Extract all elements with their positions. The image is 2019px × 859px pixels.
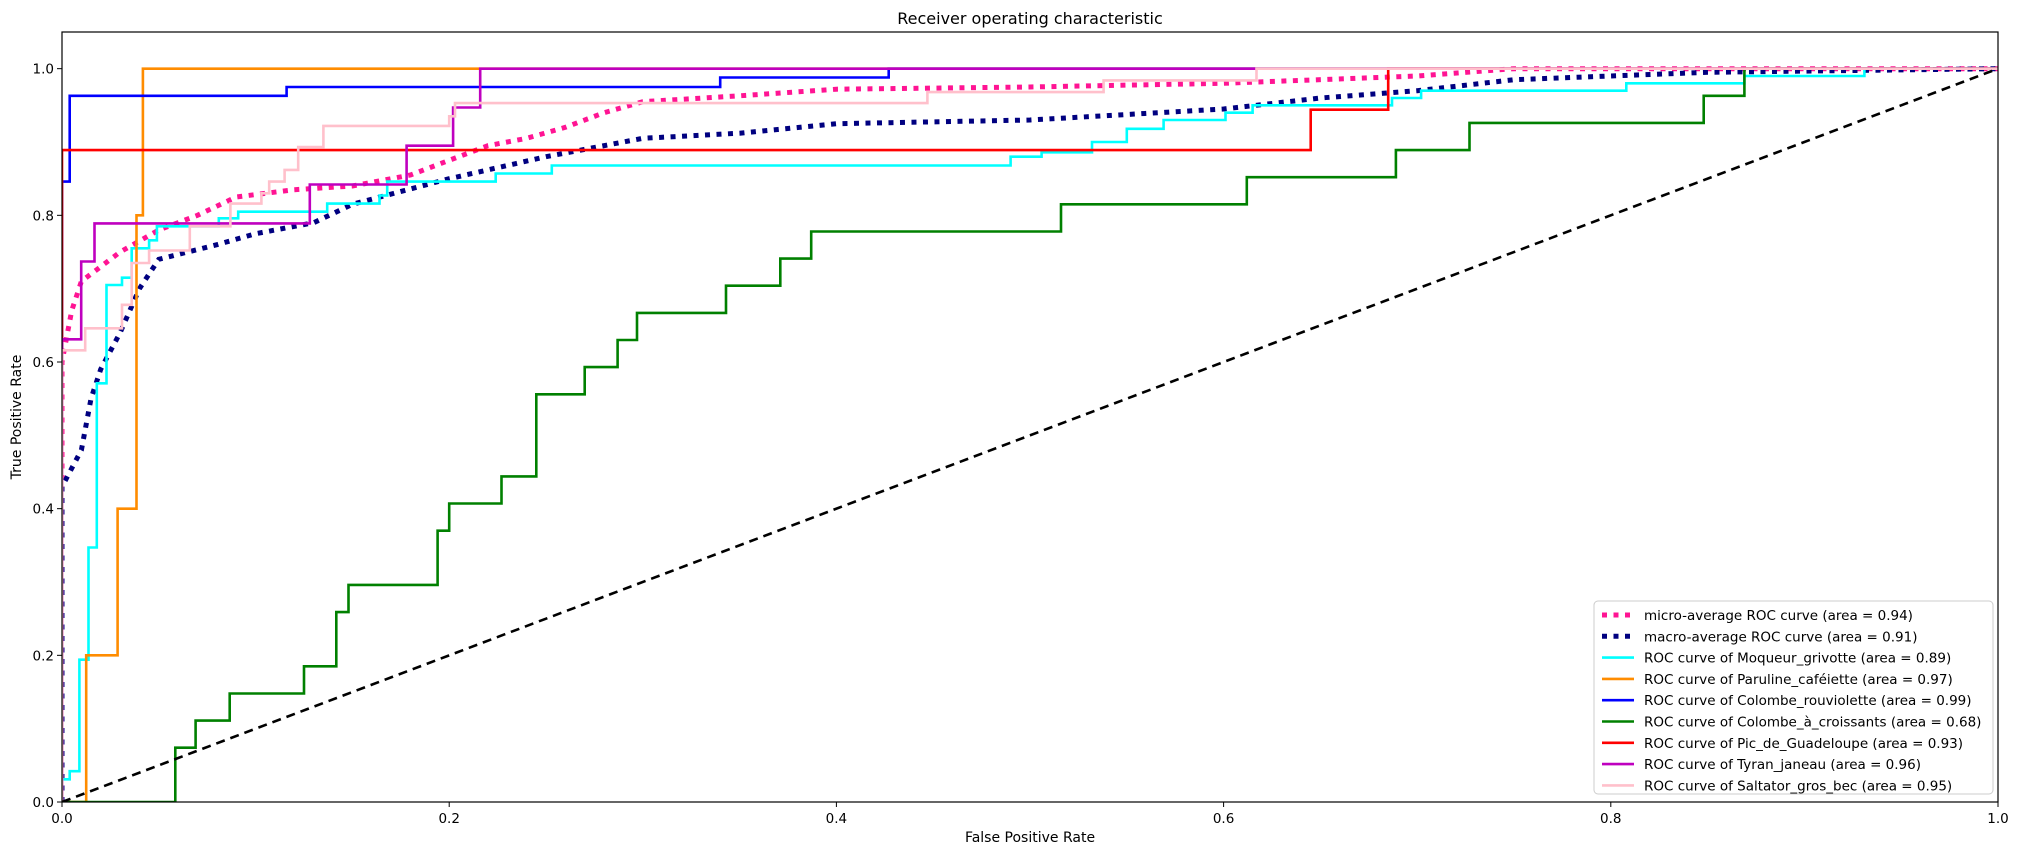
y-tick-label: 0.8 <box>33 208 54 224</box>
legend-label-5: ROC curve of Colombe_à_croissants (area … <box>1644 715 1981 731</box>
x-tick-label: 0.6 <box>1213 811 1234 827</box>
legend-label-2: ROC curve of Moqueur_grivotte (area = 0.… <box>1644 651 1951 667</box>
x-tick-label: 1.0 <box>1987 811 2008 827</box>
chance-diagonal-line <box>62 67 1998 802</box>
x-tick-label: 0.2 <box>438 811 459 827</box>
legend-label-6: ROC curve of Pic_de_Guadeloupe (area = 0… <box>1644 736 1963 752</box>
x-tick-label: 0.4 <box>826 811 847 827</box>
legend-label-0: micro-average ROC curve (area = 0.94) <box>1644 608 1913 624</box>
legend-label-1: macro-average ROC curve (area = 0.91) <box>1644 629 1917 645</box>
series-line-1 <box>62 66 1998 802</box>
legend-label-3: ROC curve of Paruline_caféiette (area = … <box>1644 672 1953 688</box>
y-tick-label: 0.4 <box>33 502 54 518</box>
y-axis-label: True Positive Rate <box>9 355 25 481</box>
x-tick-label: 0.8 <box>1600 811 1621 827</box>
series-line-2 <box>62 67 1998 802</box>
x-tick-label: 0.0 <box>51 811 72 827</box>
series-line-5 <box>62 67 1998 802</box>
y-tick-label: 0.0 <box>33 795 54 811</box>
series-line-3 <box>62 67 1998 802</box>
legend-label-4: ROC curve of Colombe_rouviolette (area =… <box>1644 693 1972 709</box>
series-line-0 <box>62 66 1998 802</box>
series-line-8 <box>62 67 1998 802</box>
legend-label-8: ROC curve of Saltator_gros_bec (area = 0… <box>1644 778 1952 794</box>
x-axis: 0.0 0.2 0.4 0.6 0.8 1.0 <box>51 802 2009 827</box>
x-axis-label: False Positive Rate <box>965 830 1095 846</box>
series-line-7 <box>62 67 1998 802</box>
y-tick-label: 0.2 <box>33 648 54 664</box>
y-tick-label: 0.6 <box>33 355 54 371</box>
legend: micro-average ROC curve (area = 0.94) mac… <box>1593 600 1994 795</box>
series-line-4 <box>62 67 1998 802</box>
legend-label-7: ROC curve of Tyran_janeau (area = 0.96) <box>1644 757 1921 773</box>
chart-title: Receiver operating characteristic <box>897 9 1163 28</box>
axes-frame <box>61 31 1999 803</box>
plot-area <box>62 66 1998 802</box>
legend-box <box>1593 600 1994 795</box>
y-tick-label: 1.0 <box>33 62 54 78</box>
y-axis: 0.0 0.2 0.4 0.6 0.8 1.0 <box>33 62 62 811</box>
